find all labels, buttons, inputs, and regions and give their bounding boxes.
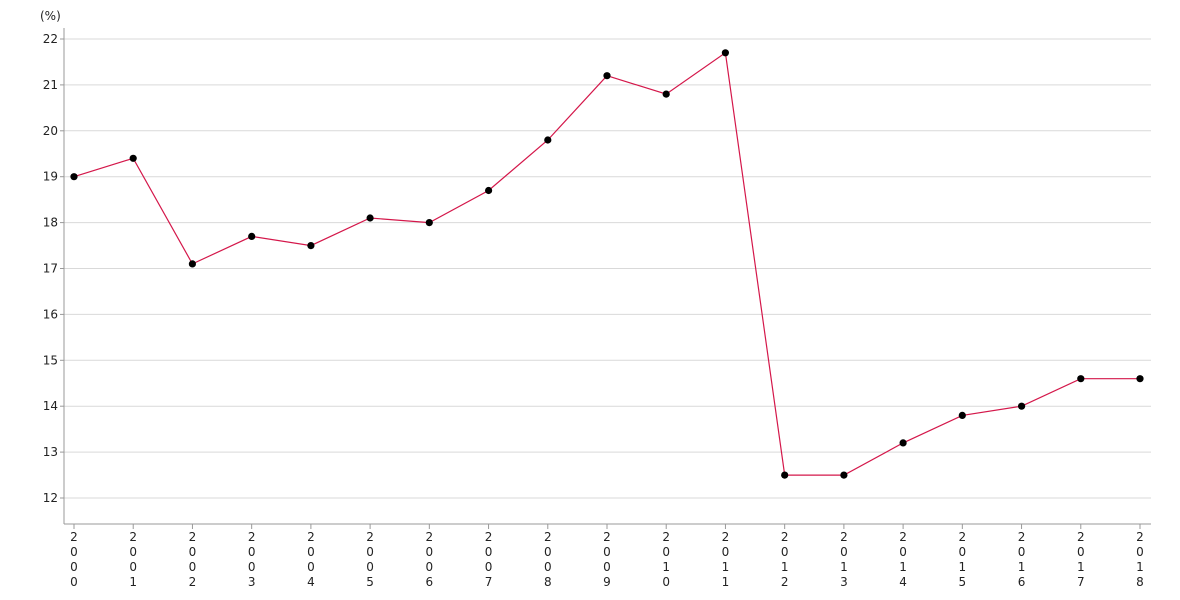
data-point xyxy=(425,219,433,227)
y-unit-label: (%) xyxy=(40,9,61,23)
data-point xyxy=(1136,375,1144,383)
data-point xyxy=(721,49,730,57)
data-point xyxy=(958,411,966,419)
data-point xyxy=(188,260,196,268)
y-tick-label: 17 xyxy=(43,262,58,276)
data-point xyxy=(899,439,907,447)
data-point xyxy=(662,90,670,98)
y-tick-labels: 12 13 14 15 16 17 18 19 20 21 22 xyxy=(43,32,64,505)
data-point xyxy=(603,72,611,80)
data-point xyxy=(1077,375,1085,383)
y-tick-label: 13 xyxy=(43,445,58,459)
y-tick-label: 14 xyxy=(43,399,58,413)
data-point xyxy=(544,136,552,144)
y-tick-label: 12 xyxy=(43,491,58,505)
data-point xyxy=(129,154,137,162)
x-tick-labels: 2 0 0 0 2 0 0 1 2 0 0 2 2 0 0 3 2 0 0 4 2 0 0 5 2 0 0 6 2 0 0 7 2 0 0 8 2 0 0 9… xyxy=(70,524,1144,589)
y-tick-label: 22 xyxy=(43,32,58,46)
series xyxy=(70,49,1144,479)
y-tick-label: 21 xyxy=(43,78,58,92)
axes xyxy=(63,28,1151,525)
y-tick-label: 18 xyxy=(43,216,58,230)
y-tick-label: 19 xyxy=(43,170,58,184)
data-point xyxy=(485,186,493,195)
data-point xyxy=(307,242,315,250)
series-line xyxy=(73,51,1140,476)
y-tick-label: 15 xyxy=(43,353,58,367)
data-point xyxy=(1018,402,1026,410)
data-point xyxy=(70,173,78,181)
data-point xyxy=(781,471,789,479)
y-tick-label: 16 xyxy=(43,307,58,321)
y-tick-label: 20 xyxy=(43,124,58,138)
data-point xyxy=(840,471,848,479)
gridlines xyxy=(64,38,1151,499)
data-point xyxy=(366,214,374,222)
data-point xyxy=(248,232,256,240)
